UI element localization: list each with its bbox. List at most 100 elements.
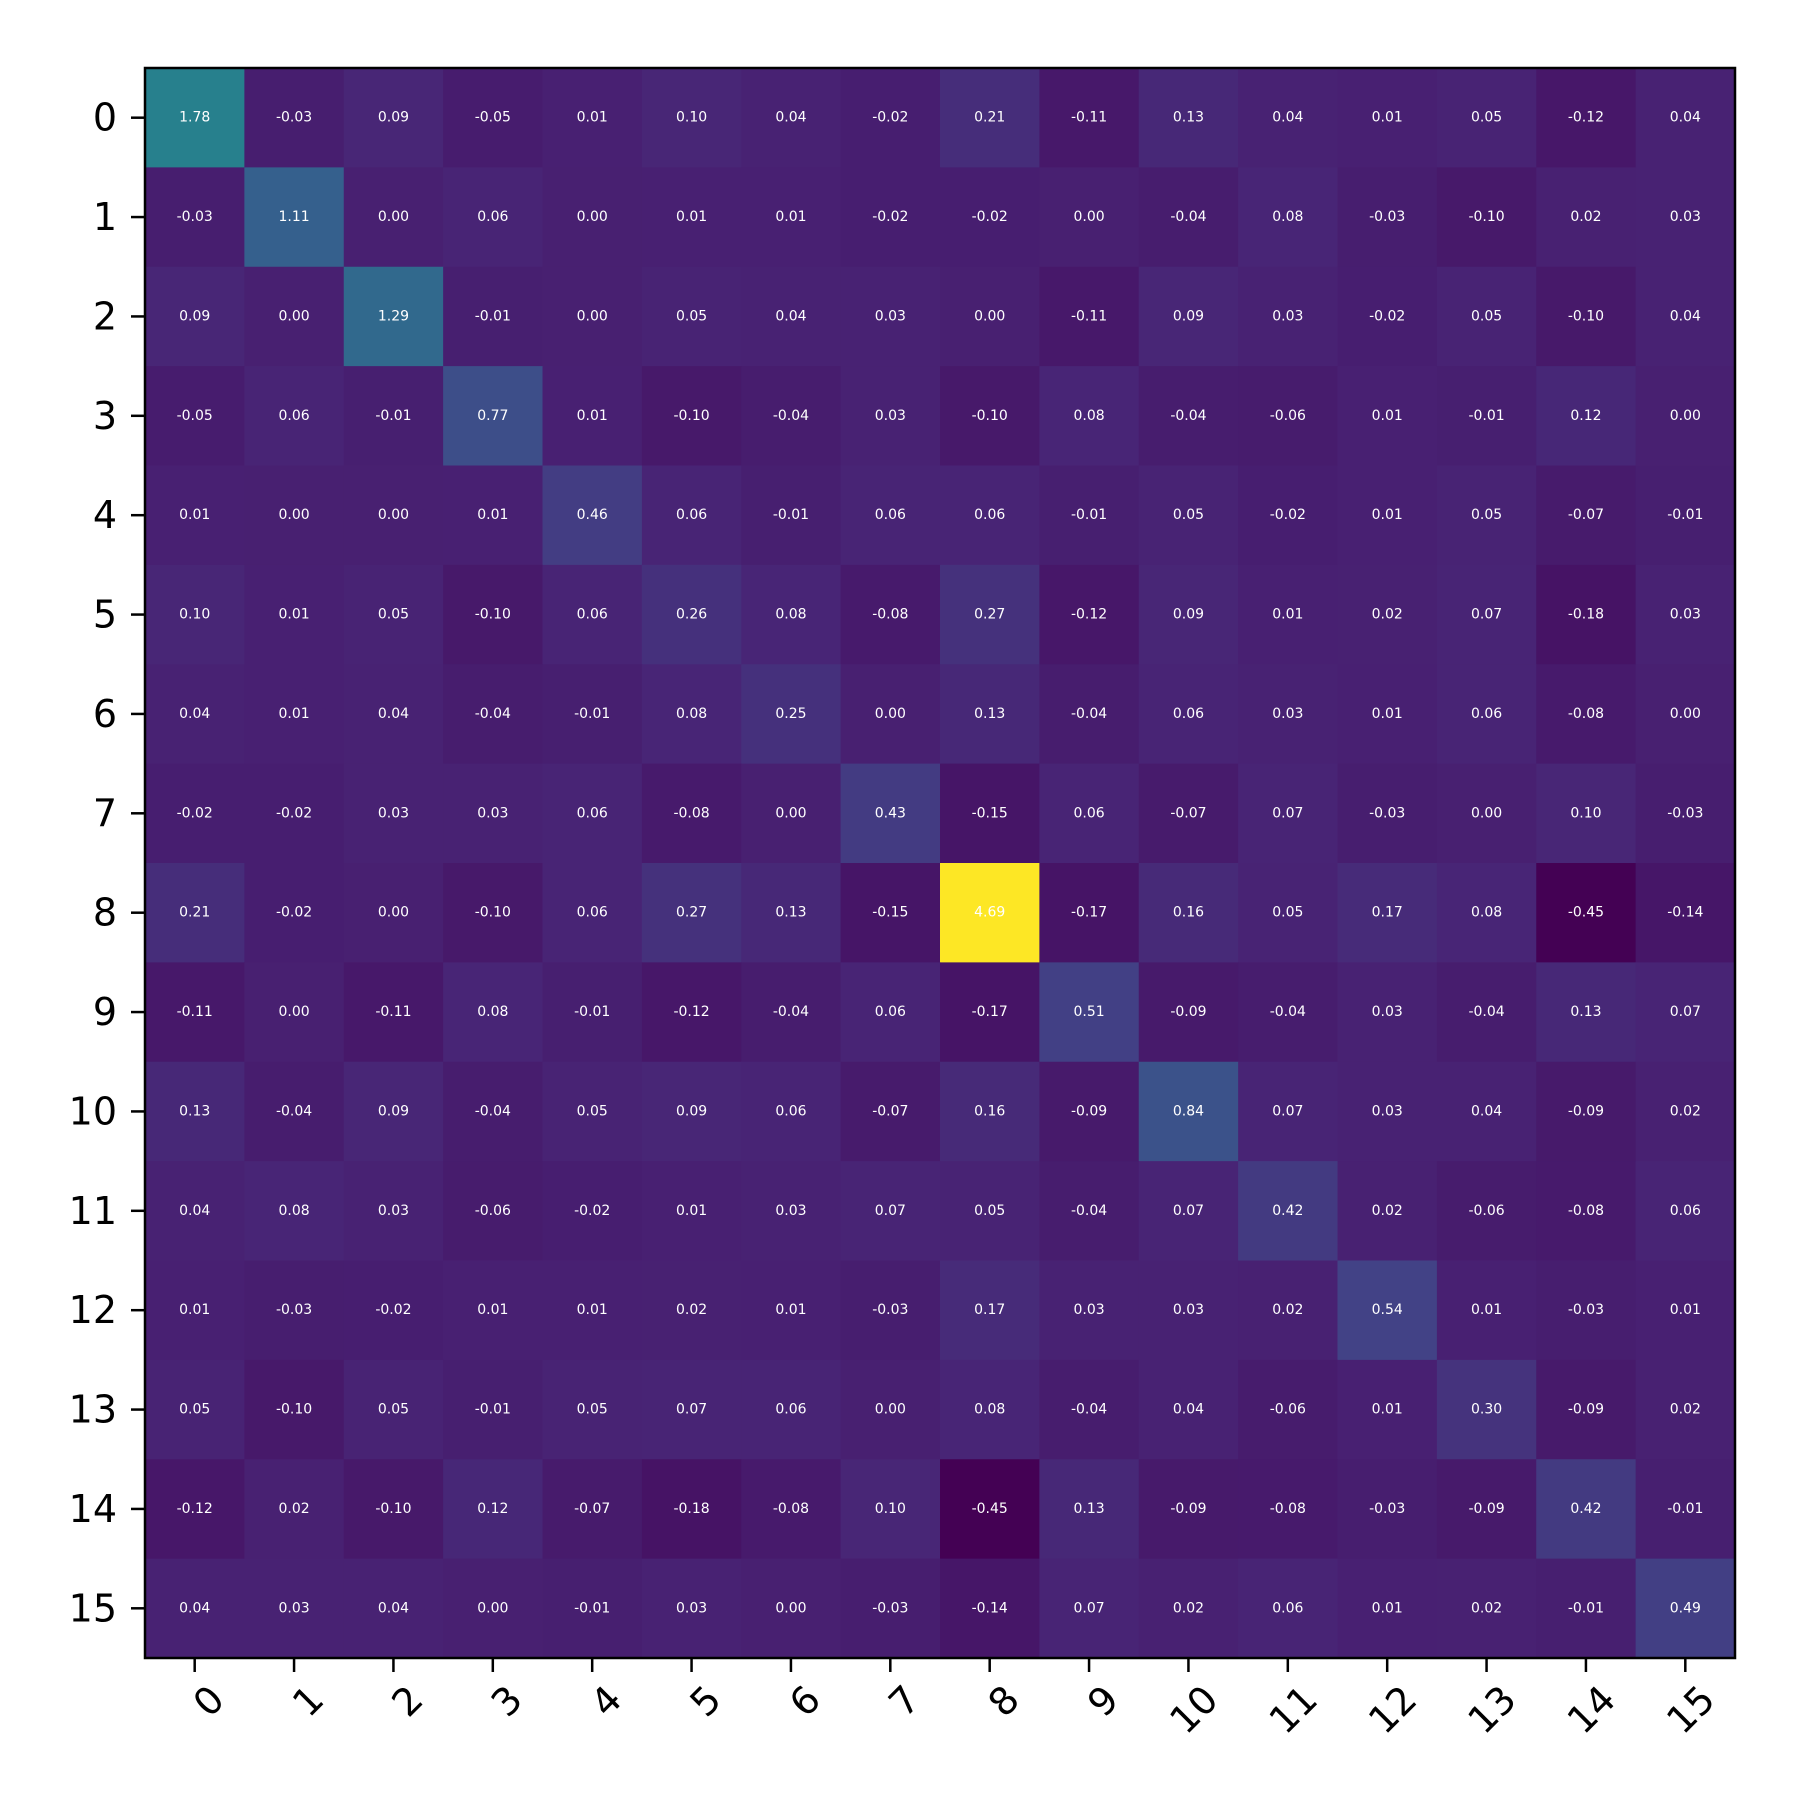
- cell-value-label: 0.06: [577, 805, 608, 821]
- cell-value-label: 0.01: [577, 408, 608, 424]
- heatmap-cell-14-6: [741, 1459, 842, 1560]
- cell-value-label: 0.07: [1173, 1203, 1204, 1219]
- cell-value-label: -0.10: [276, 1402, 312, 1418]
- heatmap-cell-12-10: [1138, 1260, 1239, 1361]
- cell-value-label: -0.01: [773, 507, 809, 523]
- heatmap-cell-13-1: [244, 1359, 345, 1460]
- cell-value-label: -0.03: [1369, 1501, 1405, 1517]
- cell-value-label: 0.00: [278, 507, 309, 523]
- heatmap-cell-6-12: [1337, 664, 1438, 765]
- heatmap-cell-6-13: [1436, 664, 1537, 765]
- heatmap-cell-0-11: [1238, 68, 1338, 168]
- x-tick-label: 9: [1079, 1677, 1127, 1725]
- cell-value-label: 0.03: [775, 1203, 806, 1219]
- cell-value-label: 1.29: [378, 308, 409, 324]
- cell-value-label: 0.06: [1670, 1203, 1701, 1219]
- cell-value-label: 0.27: [676, 905, 707, 921]
- cell-value-label: 0.10: [676, 110, 707, 126]
- heatmap-cell-8-10: [1138, 863, 1239, 963]
- heatmap-cell-5-8: [940, 564, 1040, 665]
- cell-value-label: 0.08: [775, 607, 806, 623]
- heatmap-cell-2-6: [741, 266, 842, 367]
- heatmap-cell-1-12: [1337, 167, 1438, 268]
- cell-value-label: -0.02: [872, 209, 908, 225]
- y-tick-label: 3: [93, 394, 117, 438]
- cell-value-label: 0.00: [974, 308, 1005, 324]
- heatmap-cell-15-3: [443, 1558, 543, 1659]
- cell-value-label: 0.07: [676, 1402, 707, 1418]
- cell-value-label: -0.01: [1468, 408, 1504, 424]
- cell-value-label: 0.01: [1372, 110, 1403, 126]
- heatmap-cell-10-5: [641, 1061, 742, 1162]
- heatmap-cell-11-0: [145, 1161, 245, 1261]
- x-tick-label: 6: [781, 1677, 829, 1725]
- cell-value-label: -0.04: [475, 706, 511, 722]
- heatmap-cell-1-5: [641, 167, 742, 268]
- heatmap-cell-10-0: [145, 1061, 245, 1162]
- heatmap-cell-5-3: [443, 564, 543, 665]
- heatmap-cell-0-8: [940, 68, 1040, 168]
- heatmap-cell-1-11: [1238, 167, 1338, 268]
- heatmap-cell-14-13: [1436, 1459, 1537, 1560]
- heatmap-cell-9-14: [1536, 962, 1637, 1063]
- heatmap-cell-3-15: [1635, 366, 1736, 466]
- heatmap-cell-1-0: [145, 167, 245, 268]
- heatmap-cell-14-7: [840, 1459, 941, 1560]
- y-tick-label: 4: [93, 493, 117, 537]
- y-tick-label: 14: [69, 1487, 117, 1531]
- heatmap-cell-2-9: [1039, 266, 1140, 367]
- heatmap-cell-4-2: [343, 465, 444, 566]
- heatmap-cell-5-13: [1436, 564, 1537, 665]
- heatmap-cell-1-13: [1436, 167, 1537, 268]
- cell-value-label: -0.18: [1568, 607, 1604, 623]
- heatmap-cell-5-5: [641, 564, 742, 665]
- cell-value-label: -0.01: [1568, 1600, 1604, 1616]
- heatmap-cell-7-2: [343, 763, 444, 864]
- heatmap-cell-7-13: [1436, 763, 1537, 864]
- cell-value-label: -0.04: [1071, 1203, 1107, 1219]
- cell-value-label: 1.78: [179, 110, 210, 126]
- heatmap-cell-12-8: [940, 1260, 1040, 1361]
- heatmap-cell-6-2: [343, 664, 444, 765]
- cell-value-label: 0.00: [378, 209, 409, 225]
- heatmap-cell-1-9: [1039, 167, 1140, 268]
- cell-value-label: 0.03: [875, 408, 906, 424]
- heatmap-cell-13-12: [1337, 1359, 1438, 1460]
- cell-value-label: -0.08: [872, 607, 908, 623]
- heatmap-cell-0-14: [1536, 68, 1637, 168]
- cell-value-label: -0.01: [1667, 507, 1703, 523]
- y-tick-label: 2: [93, 294, 117, 338]
- heatmap-cell-9-1: [244, 962, 345, 1063]
- cell-value-label: -0.10: [972, 408, 1008, 424]
- heatmap-cell-11-12: [1337, 1161, 1438, 1261]
- cell-value-label: -0.04: [773, 408, 809, 424]
- x-tick-label: 13: [1459, 1677, 1524, 1742]
- heatmap-cell-9-5: [641, 962, 742, 1063]
- cell-value-label: 0.01: [179, 1302, 210, 1318]
- cell-value-label: 0.06: [775, 1103, 806, 1119]
- cell-value-label: -0.03: [1369, 805, 1405, 821]
- heatmap-cell-9-8: [940, 962, 1040, 1063]
- heatmap-cell-10-9: [1039, 1061, 1140, 1162]
- cell-value-label: 0.16: [1173, 905, 1204, 921]
- cell-value-label: 0.02: [1670, 1103, 1701, 1119]
- heatmap-cell-10-13: [1436, 1061, 1537, 1162]
- heatmap-cell-14-2: [343, 1459, 444, 1560]
- cell-value-label: 0.00: [1670, 706, 1701, 722]
- cell-value-label: -0.09: [1170, 1004, 1206, 1020]
- cell-value-label: 0.42: [1272, 1203, 1303, 1219]
- cell-value-label: -0.14: [972, 1600, 1008, 1616]
- heatmap-cell-11-2: [343, 1161, 444, 1261]
- heatmap-cell-3-1: [244, 366, 345, 466]
- heatmap-cell-9-9: [1039, 962, 1140, 1063]
- cell-value-label: -0.09: [1170, 1501, 1206, 1517]
- heatmap-cell-0-1: [244, 68, 345, 168]
- cell-value-label: 0.02: [1471, 1600, 1502, 1616]
- cell-value-label: -0.02: [1369, 308, 1405, 324]
- cell-value-label: -0.07: [872, 1103, 908, 1119]
- cell-value-label: 0.00: [378, 507, 409, 523]
- cell-value-label: -0.08: [673, 805, 709, 821]
- heatmap-cell-8-1: [244, 863, 345, 963]
- heatmap-cell-7-1: [244, 763, 345, 864]
- cell-value-label: -0.09: [1468, 1501, 1504, 1517]
